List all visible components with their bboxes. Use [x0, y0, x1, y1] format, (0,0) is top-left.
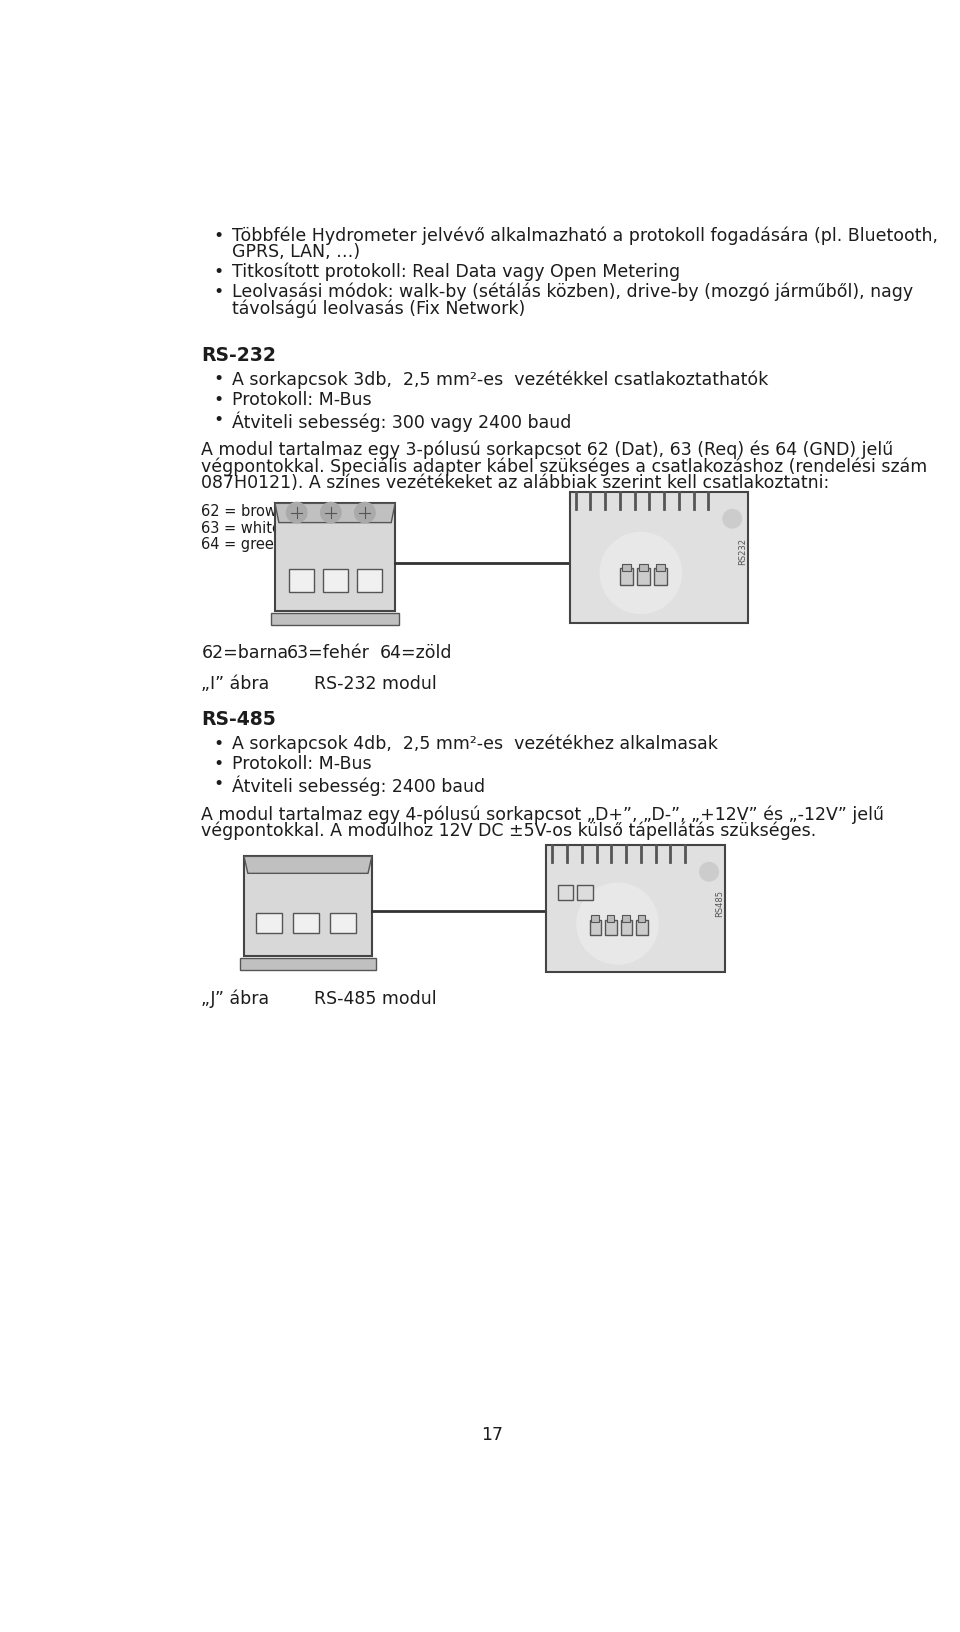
Bar: [637, 916, 645, 922]
Bar: [621, 920, 633, 935]
Text: 64=zöld: 64=zöld: [379, 645, 452, 663]
Text: Protokoll: M-Bus: Protokoll: M-Bus: [232, 390, 372, 408]
Bar: [639, 565, 648, 573]
Bar: [324, 570, 348, 592]
Circle shape: [601, 534, 681, 614]
Circle shape: [723, 511, 741, 529]
Bar: [289, 570, 314, 592]
Circle shape: [287, 503, 307, 524]
Text: A sorkapcsok 4db,  2,5 mm²-es  vezétékhez alkalmasak: A sorkapcsok 4db, 2,5 mm²-es vezétékhez …: [232, 734, 718, 752]
Text: távolságú leolvasás (Fix Network): távolságú leolvasás (Fix Network): [232, 299, 526, 318]
Text: D-: D-: [300, 958, 313, 968]
Bar: [569, 493, 748, 623]
Bar: [657, 565, 665, 573]
Bar: [271, 614, 399, 625]
Text: •: •: [213, 227, 224, 245]
Text: 17: 17: [481, 1425, 503, 1444]
Text: A modul tartalmaz egy 4-pólusú sorkapcsot „D+”, „D-”, „+12V” és „-12V” jelű: A modul tartalmaz egy 4-pólusú sorkapcso…: [202, 805, 884, 823]
Text: 63=fehér: 63=fehér: [287, 645, 370, 663]
Text: 087H0121). A színes vezétékeket az alábbiak szerint kell csatlakoztatni:: 087H0121). A színes vezétékeket az alább…: [202, 473, 829, 491]
Text: •: •: [213, 775, 224, 793]
Text: •: •: [213, 754, 224, 772]
Text: „J” ábra: „J” ábra: [202, 989, 270, 1007]
Text: •: •: [213, 390, 224, 408]
Text: •: •: [213, 263, 224, 281]
Text: 62 = brown: 62 = brown: [202, 504, 287, 519]
Bar: [620, 568, 633, 586]
Text: Átviteli sebesség: 2400 baud: Átviteli sebesség: 2400 baud: [232, 775, 486, 795]
Bar: [591, 916, 599, 922]
Text: A modul tartalmaz egy 3-pólusú sorkapcsot 62 (Dat), 63 (Req) és 64 (GND) jelű: A modul tartalmaz egy 3-pólusú sorkapcso…: [202, 441, 894, 459]
Text: RS-232 modul: RS-232 modul: [314, 676, 437, 694]
Bar: [546, 845, 725, 973]
Text: 64 = green: 64 = green: [202, 537, 283, 552]
Text: RS-232: RS-232: [202, 346, 276, 364]
Text: Titkosított protokoll: Real Data vagy Open Metering: Titkosított protokoll: Real Data vagy Op…: [232, 263, 681, 281]
Bar: [275, 504, 396, 612]
Bar: [636, 920, 648, 935]
Text: •: •: [213, 734, 224, 752]
Circle shape: [577, 885, 658, 965]
Text: •: •: [213, 411, 224, 429]
Text: •: •: [213, 370, 224, 388]
Bar: [255, 912, 282, 934]
Text: RS-485: RS-485: [202, 710, 276, 728]
Bar: [240, 958, 375, 969]
Text: D+: D+: [263, 958, 281, 968]
Bar: [357, 570, 382, 592]
Text: RS485: RS485: [715, 889, 725, 916]
Bar: [622, 565, 631, 573]
Text: A sorkapcsok 3db,  2,5 mm²-es  vezétékkel csatlakoztathatók: A sorkapcsok 3db, 2,5 mm²-es vezétékkel …: [232, 370, 769, 388]
Polygon shape: [275, 504, 396, 524]
Circle shape: [700, 863, 718, 881]
Bar: [636, 568, 650, 586]
Circle shape: [321, 503, 341, 524]
Text: GPRS, LAN, …): GPRS, LAN, …): [232, 243, 361, 261]
Text: 62=barna: 62=barna: [202, 645, 289, 663]
Text: „I” ábra: „I” ábra: [202, 676, 270, 694]
Text: 64: 64: [368, 614, 383, 627]
Text: Átviteli sebesség: 300 vagy 2400 baud: Átviteli sebesség: 300 vagy 2400 baud: [232, 411, 572, 431]
Text: végpontokkal. A modulhoz 12V DC ±5V-os külső tápellátás szükséges.: végpontokkal. A modulhoz 12V DC ±5V-os k…: [202, 821, 817, 839]
Text: 63: 63: [334, 614, 348, 627]
Text: Többféle Hydrometer jelvévő alkalmazható a protokoll fogadására (pl. Bluetooth,: Többféle Hydrometer jelvévő alkalmazható…: [232, 227, 938, 245]
Bar: [589, 920, 601, 935]
Bar: [330, 912, 356, 934]
Bar: [654, 568, 667, 586]
Text: Protokoll: M-Bus: Protokoll: M-Bus: [232, 754, 372, 772]
Bar: [622, 916, 630, 922]
Text: végpontokkal. Speciális adapter kábel szükséges a csatlakozáshoz (rendelési szám: végpontokkal. Speciális adapter kábel sz…: [202, 457, 927, 475]
Text: •: •: [213, 282, 224, 300]
Polygon shape: [244, 857, 372, 873]
Text: RS-485 modul: RS-485 modul: [314, 989, 437, 1007]
Circle shape: [355, 503, 375, 524]
Text: Leolvasási módok: walk-by (sétálás közben), drive-by (mozgó járműből), nagy: Leolvasási módok: walk-by (sétálás közbe…: [232, 282, 914, 300]
Bar: [605, 920, 616, 935]
Bar: [244, 857, 372, 956]
Text: 63 = white: 63 = white: [202, 521, 281, 535]
Text: 62: 62: [300, 614, 315, 627]
Text: +12V: +12V: [338, 958, 369, 968]
Bar: [558, 885, 573, 901]
Text: RS232: RS232: [738, 539, 748, 565]
Bar: [577, 885, 592, 901]
Bar: [293, 912, 319, 934]
Bar: [607, 916, 614, 922]
